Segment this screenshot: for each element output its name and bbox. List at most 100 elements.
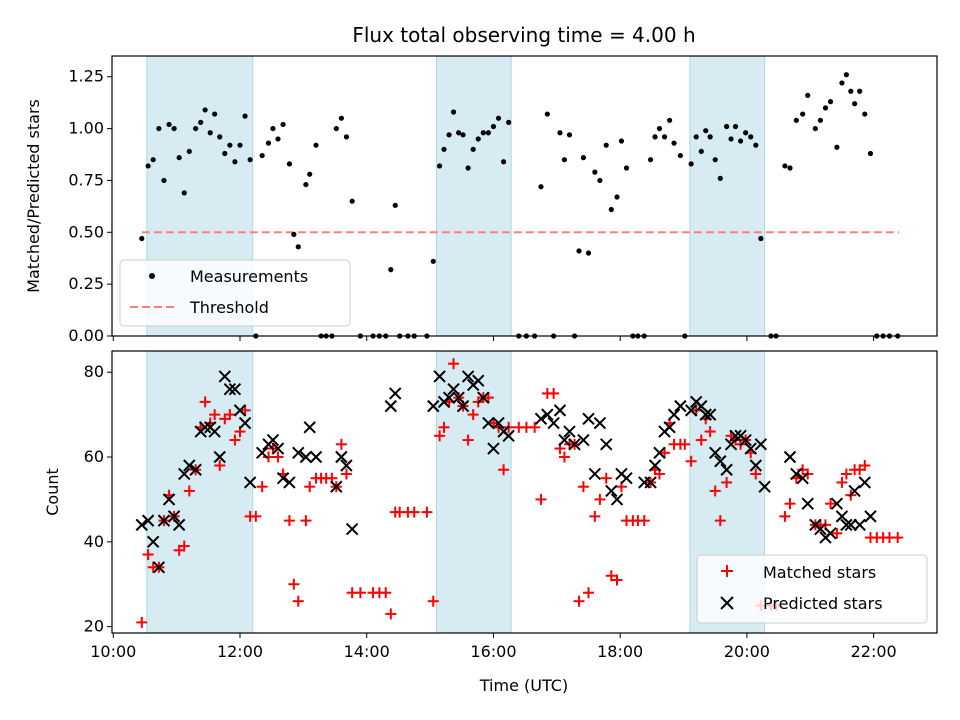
matched-star-point (784, 498, 796, 510)
matched-star-point (354, 587, 366, 599)
bottom-y-tick-label: 40 (84, 532, 104, 551)
predicted-star-point (135, 518, 148, 532)
measurement-point (490, 123, 497, 130)
matched-star-point (498, 464, 510, 476)
predicted-star-point (487, 442, 500, 455)
measurement-point (867, 150, 874, 157)
measurement-point (843, 72, 849, 78)
measurement-point (247, 157, 253, 163)
measurement-point (580, 155, 587, 161)
matched-star-point (582, 587, 594, 599)
measurement-point (647, 157, 654, 163)
predicted-star-point (844, 518, 858, 532)
measurement-point (566, 132, 573, 138)
measurement-point (618, 138, 625, 144)
measurement-point (717, 175, 723, 181)
predicted-star-point (796, 472, 809, 485)
measurement-point (852, 101, 858, 107)
predicted-star-point (663, 421, 676, 434)
measurement-point (465, 165, 471, 171)
measurement-point (450, 109, 457, 115)
predicted-star-point (178, 467, 191, 481)
measurement-point (703, 128, 709, 134)
predicted-star-point (303, 421, 316, 434)
measurement-point (295, 244, 301, 250)
predicted-star-point (754, 438, 768, 451)
matched-star-point (183, 485, 195, 497)
measurement-point (186, 148, 192, 155)
bottom-legend-box (696, 554, 928, 624)
measurement-point (207, 130, 213, 136)
matched-star-point (462, 434, 474, 446)
predicted-star-point (667, 408, 681, 421)
measurement-point (470, 146, 476, 152)
top-legend: Measurements Threshold (119, 259, 351, 327)
measurement-point (758, 235, 764, 242)
matched-star-point (427, 595, 439, 607)
measurement-point (139, 235, 145, 242)
predicted-star-point (801, 497, 814, 510)
measurement-point (500, 159, 507, 165)
matched-star-point (304, 481, 316, 493)
matched-star-point (685, 455, 697, 467)
measurement-point (430, 258, 436, 264)
matched-star-point (605, 570, 617, 582)
predicted-star-point (271, 442, 285, 455)
measurement-point (303, 181, 309, 188)
matched-star-point (438, 421, 450, 433)
predicted-star-point (620, 472, 633, 485)
predicted-star-point (864, 510, 877, 523)
matched-star-point (335, 438, 347, 450)
measurement-point (181, 190, 187, 196)
measurement-point (313, 142, 319, 148)
measurement-point (737, 138, 744, 144)
measurement-point (242, 113, 248, 119)
predicted-star-point (345, 522, 359, 536)
measurement-point (286, 161, 293, 167)
predicted-star-point (858, 476, 871, 489)
measurement-point (677, 152, 683, 159)
predicted-star-point (427, 399, 440, 413)
predicted-star-point (648, 459, 662, 472)
predicted-star-point (840, 518, 853, 532)
x-tick-label: 22:00 (851, 642, 897, 661)
measurement-point (265, 140, 272, 146)
matched-star-point (448, 358, 460, 370)
predicted-star-point (208, 425, 221, 438)
matched-star-point (256, 481, 268, 493)
shaded-interval (146, 350, 254, 634)
predicted-star-point (610, 493, 624, 506)
predicted-star-point (644, 476, 657, 489)
matched-star-point (224, 409, 236, 421)
matched-star-point (467, 409, 479, 421)
matched-star-point (859, 459, 871, 471)
matched-star-point (679, 438, 691, 450)
matched-star-point (750, 468, 762, 480)
predicted-star-point (233, 404, 247, 417)
matched-star-point (714, 515, 726, 527)
matched-star-point (611, 574, 623, 586)
predicted-star-point (223, 382, 237, 396)
predicted-star-point (558, 433, 571, 447)
measurement-point (787, 165, 793, 171)
measurement-point (793, 117, 799, 123)
top-y-tick-label: 0.75 (68, 170, 104, 189)
measurement-point (597, 177, 603, 184)
bottom-x-axis: 10:00 12:00 14:00 16:00 18:00 20:00 22:00 (90, 633, 897, 661)
x-tick-label: 16:00 (470, 642, 516, 661)
predicted-star-point (502, 429, 515, 443)
matched-star-point (529, 421, 541, 433)
predicted-stars-points (135, 370, 877, 574)
bottom-y-tick-label: 60 (84, 447, 104, 466)
measurement-point (227, 142, 233, 148)
matched-star-point (840, 468, 852, 480)
predicted-star-point (276, 472, 290, 485)
matched-star-point (288, 578, 300, 590)
measurement-point (280, 121, 286, 128)
predicted-star-point (534, 412, 548, 426)
bottom-y-axis: 20 40 60 80 (84, 362, 112, 636)
measurement-point (585, 250, 592, 256)
predicted-star-point (172, 518, 186, 532)
predicted-star-point (492, 416, 505, 430)
